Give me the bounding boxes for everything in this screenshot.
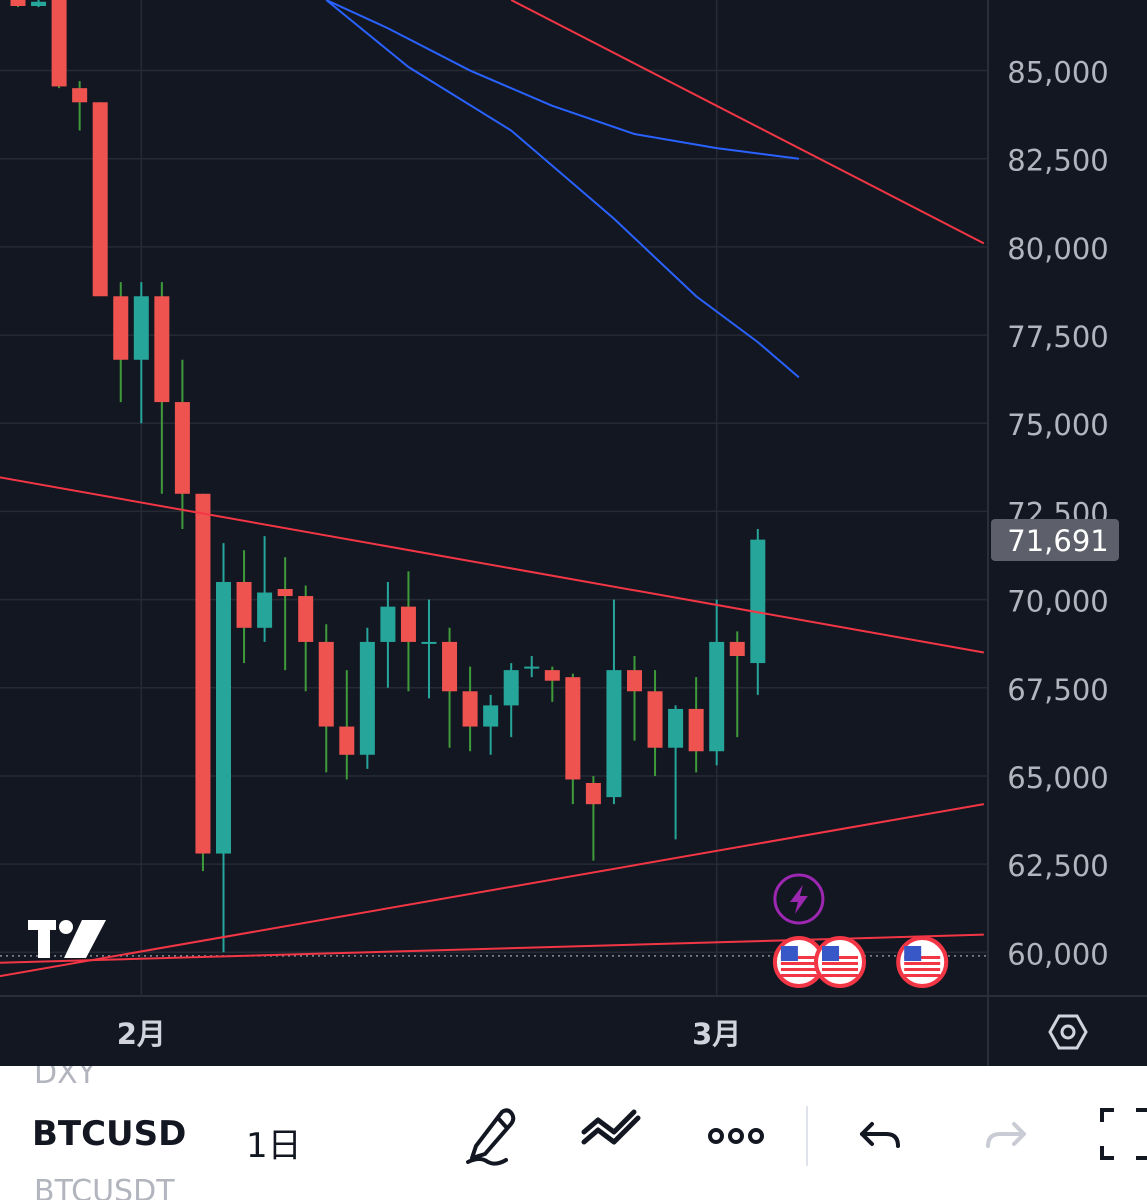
candle: [92, 102, 108, 297]
price-tick-label: 75,000: [1007, 408, 1108, 442]
price-tick-label: 85,000: [1007, 56, 1108, 90]
more-icon[interactable]: [704, 1102, 768, 1162]
moving-average-line: [325, 0, 800, 160]
price-tick-label: 67,500: [1007, 673, 1108, 707]
candle: [544, 666, 560, 702]
candle: [627, 656, 642, 741]
symbol-label[interactable]: BTCUSD: [32, 1114, 187, 1154]
moving-averages: [325, 0, 800, 379]
candle: [729, 631, 745, 738]
candle: [195, 493, 211, 872]
candle: [133, 282, 149, 424]
bottom-toolbar: DXY BTCUSD BTCUSDT 1日: [0, 1066, 1147, 1200]
candle: [524, 656, 540, 678]
candle: [647, 670, 663, 776]
candle: [318, 624, 334, 773]
settings-icon[interactable]: [1048, 1014, 1088, 1050]
candle: [421, 599, 437, 699]
time-tick-label: 3月: [692, 1017, 741, 1051]
events[interactable]: [772, 873, 949, 988]
interval-label[interactable]: 1日: [246, 1126, 302, 1166]
candle: [688, 677, 704, 773]
price-tick-label: 80,000: [1007, 232, 1108, 266]
trend-line[interactable]: [0, 455, 985, 654]
candle: [565, 673, 581, 805]
candle: [483, 694, 499, 755]
us-flag-icon[interactable]: [814, 936, 866, 988]
candle: [585, 775, 601, 861]
candle: [257, 536, 273, 642]
us-flag-icon[interactable]: [772, 936, 825, 988]
redo-icon[interactable]: [980, 1102, 1030, 1162]
price-tick-label: 82,500: [1007, 144, 1108, 178]
price-tick-label: 70,000: [1007, 585, 1108, 619]
candle: [236, 550, 252, 664]
candle: [277, 557, 293, 671]
time-tick-label: 2月: [117, 1017, 166, 1051]
lightning-icon[interactable]: [773, 873, 825, 925]
candle: [442, 627, 458, 748]
candle: [51, 0, 67, 89]
moving-average-line: [325, 0, 800, 379]
us-flag-icon[interactable]: [896, 936, 949, 988]
last-price-badge: 71,691: [991, 518, 1119, 561]
toolbar-separator: [806, 1106, 808, 1166]
fullscreen-icon[interactable]: [1096, 1102, 1147, 1168]
prev-symbol[interactable]: DXY: [34, 1066, 96, 1091]
price-tick-label: 65,000: [1007, 761, 1108, 795]
candle: [400, 571, 416, 692]
next-symbol[interactable]: BTCUSDT: [34, 1174, 175, 1200]
last-price-label: 71,691: [1007, 524, 1108, 558]
time-axis[interactable]: 2月 3月: [117, 1017, 742, 1051]
price-tick-label: 60,000: [1007, 937, 1108, 971]
trend-tool-icon[interactable]: [578, 1102, 648, 1162]
candle: [10, 0, 26, 8]
candle: [72, 81, 88, 131]
undo-icon[interactable]: [856, 1102, 906, 1162]
price-chart[interactable]: 85,00082,50080,00077,50075,00072,50070,0…: [0, 0, 1147, 1066]
candle: [709, 599, 725, 766]
candle: [113, 282, 129, 403]
candle: [380, 581, 396, 688]
candle: [174, 359, 190, 530]
trend-line[interactable]: [510, 0, 985, 245]
candle: [359, 627, 375, 769]
trend-line[interactable]: [0, 803, 985, 998]
candles: [10, 0, 766, 953]
candle: [154, 282, 170, 494]
price-tick-label: 77,500: [1007, 320, 1108, 354]
price-tick-label: 62,500: [1007, 849, 1108, 883]
candle: [606, 599, 622, 805]
candle: [462, 666, 478, 752]
pencil-icon[interactable]: [462, 1102, 522, 1168]
candle: [503, 663, 519, 738]
candle: [31, 0, 47, 8]
candle: [216, 543, 231, 953]
candle: [298, 585, 314, 692]
candle: [339, 670, 355, 780]
candle: [668, 705, 684, 840]
tradingview-logo: [28, 920, 106, 958]
price-axis[interactable]: 85,00082,50080,00077,50075,00072,50070,0…: [991, 56, 1119, 972]
